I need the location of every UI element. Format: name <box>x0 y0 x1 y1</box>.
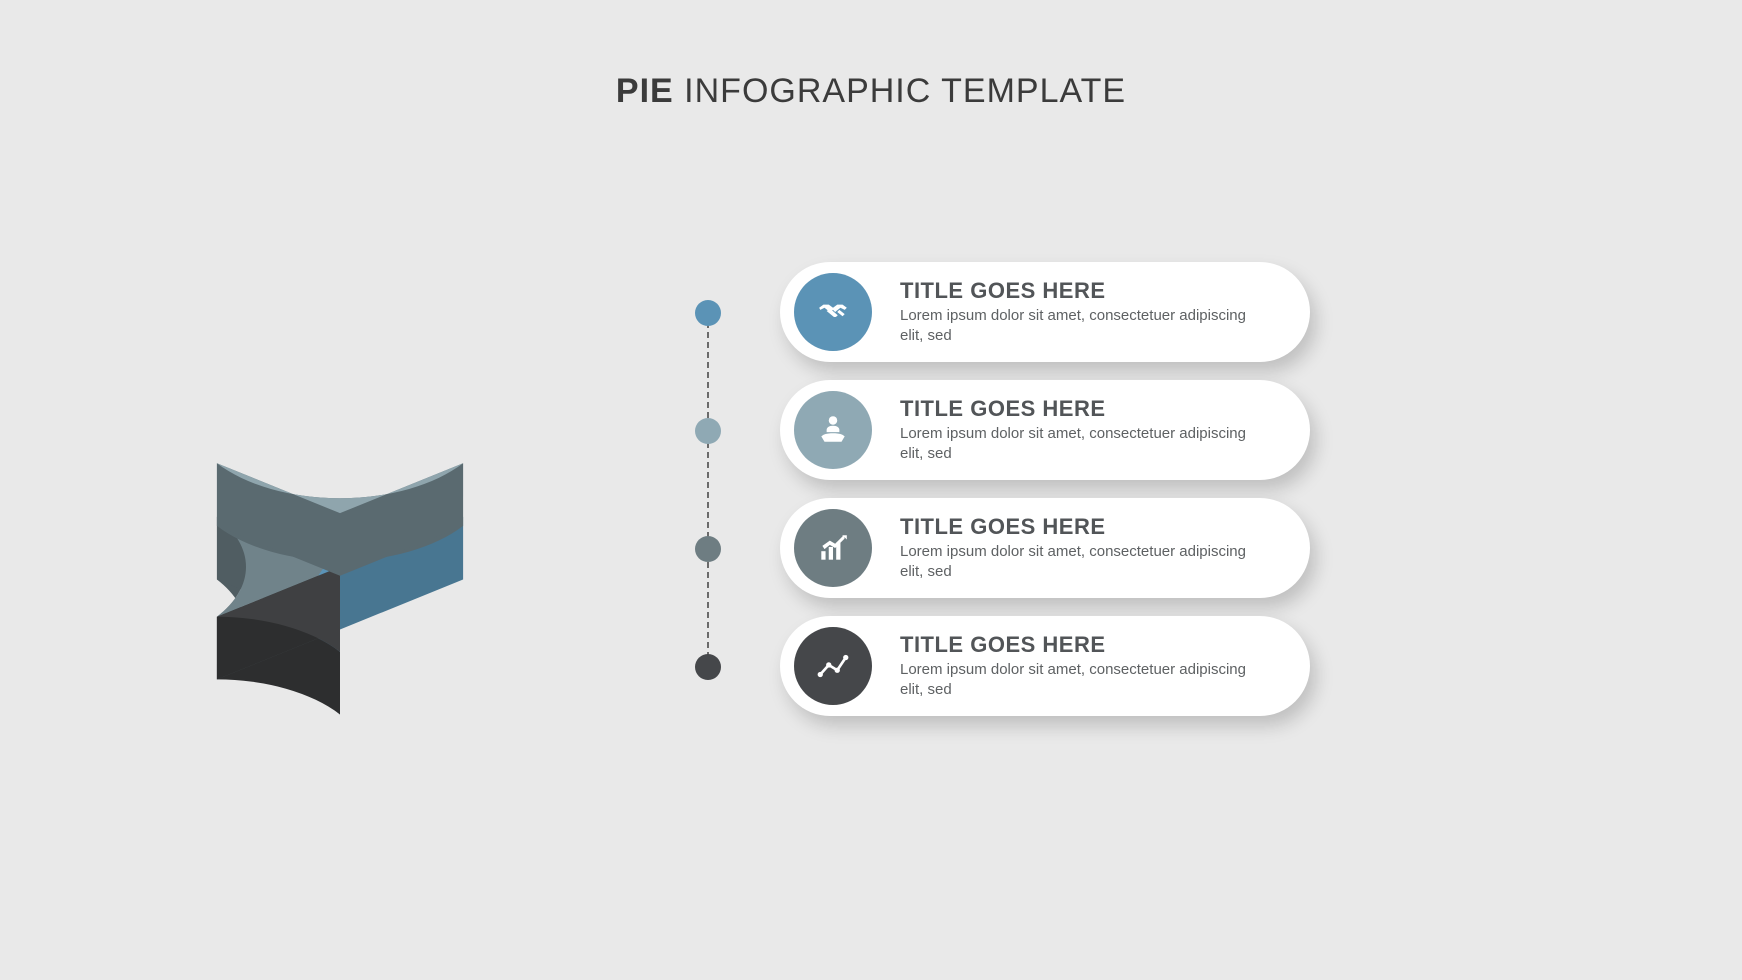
growth-chart-icon <box>794 509 872 587</box>
timeline-line <box>707 312 709 668</box>
card-title: TITLE GOES HERE <box>900 278 1270 304</box>
line-nodes-icon <box>794 627 872 705</box>
handshake-icon <box>794 273 872 351</box>
page-title: PIE INFOGRAPHIC TEMPLATE <box>0 72 1742 111</box>
hand-user-icon <box>794 391 872 469</box>
card-title: TITLE GOES HERE <box>900 632 1270 658</box>
info-card: TITLE GOES HERELorem ipsum dolor sit ame… <box>780 380 1310 480</box>
card-body: Lorem ipsum dolor sit amet, consectetuer… <box>900 306 1270 347</box>
info-card: TITLE GOES HERELorem ipsum dolor sit ame… <box>780 616 1310 716</box>
card-title: TITLE GOES HERE <box>900 396 1270 422</box>
timeline-dot <box>695 536 721 562</box>
card-text: TITLE GOES HERELorem ipsum dolor sit ame… <box>900 514 1270 583</box>
info-card: TITLE GOES HERELorem ipsum dolor sit ame… <box>780 498 1310 598</box>
card-body: Lorem ipsum dolor sit amet, consectetuer… <box>900 542 1270 583</box>
pie-chart <box>150 370 530 710</box>
card-title: TITLE GOES HERE <box>900 514 1270 540</box>
infographic-canvas: PIE INFOGRAPHIC TEMPLATE TITLE GOES HERE… <box>0 0 1742 980</box>
card-body: Lorem ipsum dolor sit amet, consectetuer… <box>900 424 1270 465</box>
card-list: TITLE GOES HERELorem ipsum dolor sit ame… <box>780 262 1310 734</box>
title-bold: PIE <box>616 72 674 110</box>
pie-svg <box>150 370 530 710</box>
card-text: TITLE GOES HERELorem ipsum dolor sit ame… <box>900 396 1270 465</box>
timeline-dot <box>695 654 721 680</box>
card-body: Lorem ipsum dolor sit amet, consectetuer… <box>900 660 1270 701</box>
title-light: INFOGRAPHIC TEMPLATE <box>684 72 1126 110</box>
timeline <box>695 300 721 680</box>
timeline-dot <box>695 418 721 444</box>
card-text: TITLE GOES HERELorem ipsum dolor sit ame… <box>900 278 1270 347</box>
card-text: TITLE GOES HERELorem ipsum dolor sit ame… <box>900 632 1270 701</box>
timeline-dot <box>695 300 721 326</box>
info-card: TITLE GOES HERELorem ipsum dolor sit ame… <box>780 262 1310 362</box>
